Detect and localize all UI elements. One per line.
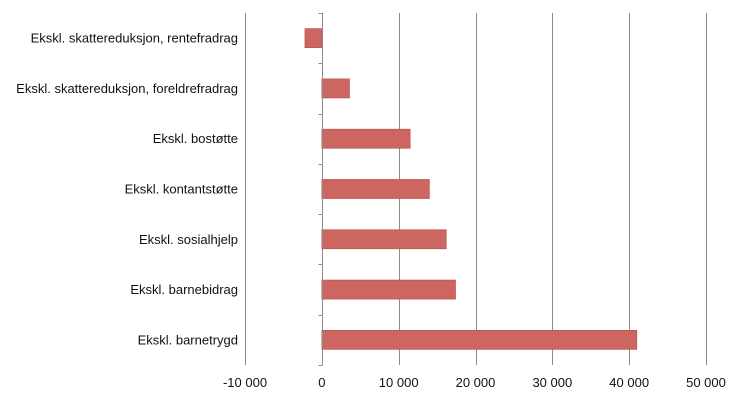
category-label: Ekskl. barnebidrag (130, 282, 238, 297)
category-label: Ekskl. skattereduksjon, foreldrefradrag (16, 81, 238, 96)
x-tick-label: -10 000 (223, 375, 267, 390)
bar (321, 279, 456, 300)
x-tick-label: 40 000 (609, 375, 649, 390)
x-tick-label: 30 000 (532, 375, 572, 390)
bar (321, 330, 638, 350)
x-tick-label: 20 000 (456, 375, 496, 390)
category-label: Ekskl. sosialhjelp (139, 232, 238, 247)
category-label: Ekskl. skattereduksjon, rentefradrag (31, 31, 238, 46)
category-label: Ekskl. barnetrygd (138, 332, 238, 347)
x-tick-labels: -10 000 0 10 000 20 000 30 000 40 000 50 000 (223, 375, 726, 390)
grid-lines (245, 13, 707, 365)
x-tick-label: 0 (318, 375, 325, 390)
bars (304, 28, 638, 350)
category-label: Ekskl. bostøtte (153, 131, 238, 146)
x-tick-label: 10 000 (379, 375, 419, 390)
y-axis (318, 13, 323, 366)
bar (321, 78, 350, 99)
bar (321, 179, 430, 199)
bar (304, 28, 323, 48)
bar (321, 229, 447, 250)
x-tick-label: 50 000 (686, 375, 726, 390)
category-labels: Ekskl. skattereduksjon, rentefradrag Eksk… (16, 31, 238, 348)
bar (321, 128, 411, 149)
category-label: Ekskl. kontantstøtte (125, 182, 238, 197)
